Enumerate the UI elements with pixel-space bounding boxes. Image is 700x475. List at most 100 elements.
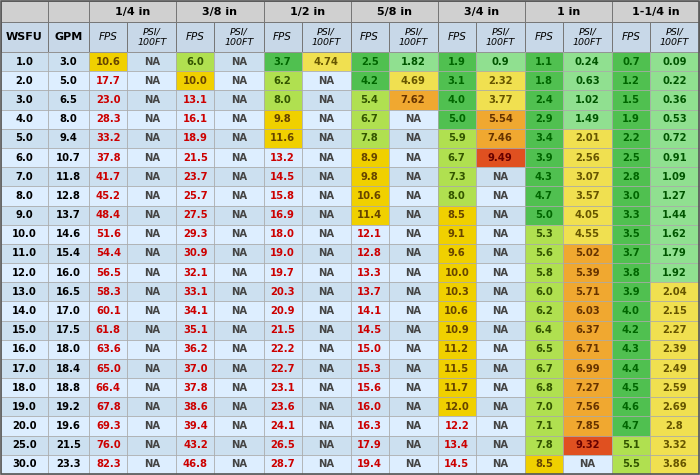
Bar (1, 90, 48, 110)
Bar (389, 129, 438, 148)
Text: 14.6: 14.6 (56, 229, 81, 239)
Text: 5.0: 5.0 (448, 114, 466, 124)
Text: 8.5: 8.5 (448, 210, 466, 220)
Bar (90, 340, 127, 359)
Bar (351, 282, 388, 302)
Bar (48, 206, 90, 225)
Bar (612, 417, 650, 436)
Bar (263, 378, 302, 397)
Bar (525, 71, 563, 90)
Bar (476, 110, 525, 129)
Bar (563, 378, 612, 397)
Text: 5.3: 5.3 (535, 229, 553, 239)
Bar (176, 436, 214, 455)
Text: 60.1: 60.1 (96, 306, 121, 316)
Bar (525, 417, 563, 436)
Bar (476, 52, 525, 71)
Bar (302, 378, 351, 397)
Bar (214, 263, 263, 282)
Bar (263, 225, 302, 244)
Bar (563, 436, 612, 455)
Bar (263, 282, 302, 302)
Bar (612, 263, 650, 282)
Bar (263, 244, 302, 263)
Bar (476, 302, 525, 321)
Bar (176, 378, 214, 397)
Bar (351, 167, 388, 186)
Bar (351, 1, 438, 22)
Bar (563, 397, 612, 417)
Text: 10.0: 10.0 (12, 229, 36, 239)
Text: FPS: FPS (447, 32, 466, 42)
Bar (650, 340, 699, 359)
Bar (127, 71, 176, 90)
Bar (263, 129, 302, 148)
Text: 22.2: 22.2 (270, 344, 295, 354)
Bar (438, 225, 476, 244)
Text: 11.8: 11.8 (56, 172, 81, 182)
Text: 13.7: 13.7 (56, 210, 80, 220)
Bar (612, 378, 650, 397)
Bar (48, 129, 90, 148)
Bar (48, 263, 90, 282)
Text: 7.8: 7.8 (535, 440, 553, 450)
Bar (563, 378, 612, 397)
Bar (525, 90, 563, 110)
Bar (389, 282, 438, 302)
Text: NA: NA (231, 459, 247, 469)
Text: FPS: FPS (622, 32, 640, 42)
Bar (476, 282, 525, 302)
Bar (263, 321, 302, 340)
Bar (389, 397, 438, 417)
Text: 28.7: 28.7 (270, 459, 295, 469)
Bar (612, 148, 650, 167)
Bar (389, 167, 438, 186)
Bar (563, 340, 612, 359)
Text: NA: NA (144, 152, 160, 162)
Bar (476, 167, 525, 186)
Text: NA: NA (318, 325, 334, 335)
Bar (127, 340, 176, 359)
Bar (263, 340, 302, 359)
Text: 1.0: 1.0 (15, 57, 33, 66)
Bar (90, 455, 127, 474)
Bar (351, 225, 388, 244)
Bar (476, 378, 525, 397)
Bar (214, 378, 263, 397)
Bar (438, 110, 476, 129)
Bar (90, 206, 127, 225)
Bar (214, 340, 263, 359)
Bar (476, 263, 525, 282)
Text: NA: NA (231, 133, 247, 143)
Text: NA: NA (580, 459, 596, 469)
Text: NA: NA (318, 344, 334, 354)
Bar (612, 359, 650, 378)
Bar (263, 302, 302, 321)
Bar (438, 378, 476, 397)
Bar (263, 90, 302, 110)
Bar (127, 397, 176, 417)
Bar (389, 225, 438, 244)
Bar (612, 90, 650, 110)
Text: NA: NA (318, 383, 334, 393)
Bar (176, 1, 263, 22)
Bar (438, 206, 476, 225)
Bar (612, 302, 650, 321)
Bar (650, 167, 699, 186)
Bar (1, 244, 48, 263)
Bar (476, 206, 525, 225)
Bar (302, 206, 351, 225)
Text: 1/4 in: 1/4 in (116, 7, 150, 17)
Bar (351, 90, 388, 110)
Bar (176, 225, 214, 244)
Bar (525, 340, 563, 359)
Text: 18.0: 18.0 (270, 229, 295, 239)
Text: 3.0: 3.0 (60, 57, 77, 66)
Bar (90, 436, 127, 455)
Text: 10.0: 10.0 (183, 76, 208, 86)
Bar (302, 436, 351, 455)
Text: NA: NA (405, 459, 421, 469)
Text: 2.27: 2.27 (662, 325, 687, 335)
Bar (176, 263, 214, 282)
Bar (302, 263, 351, 282)
